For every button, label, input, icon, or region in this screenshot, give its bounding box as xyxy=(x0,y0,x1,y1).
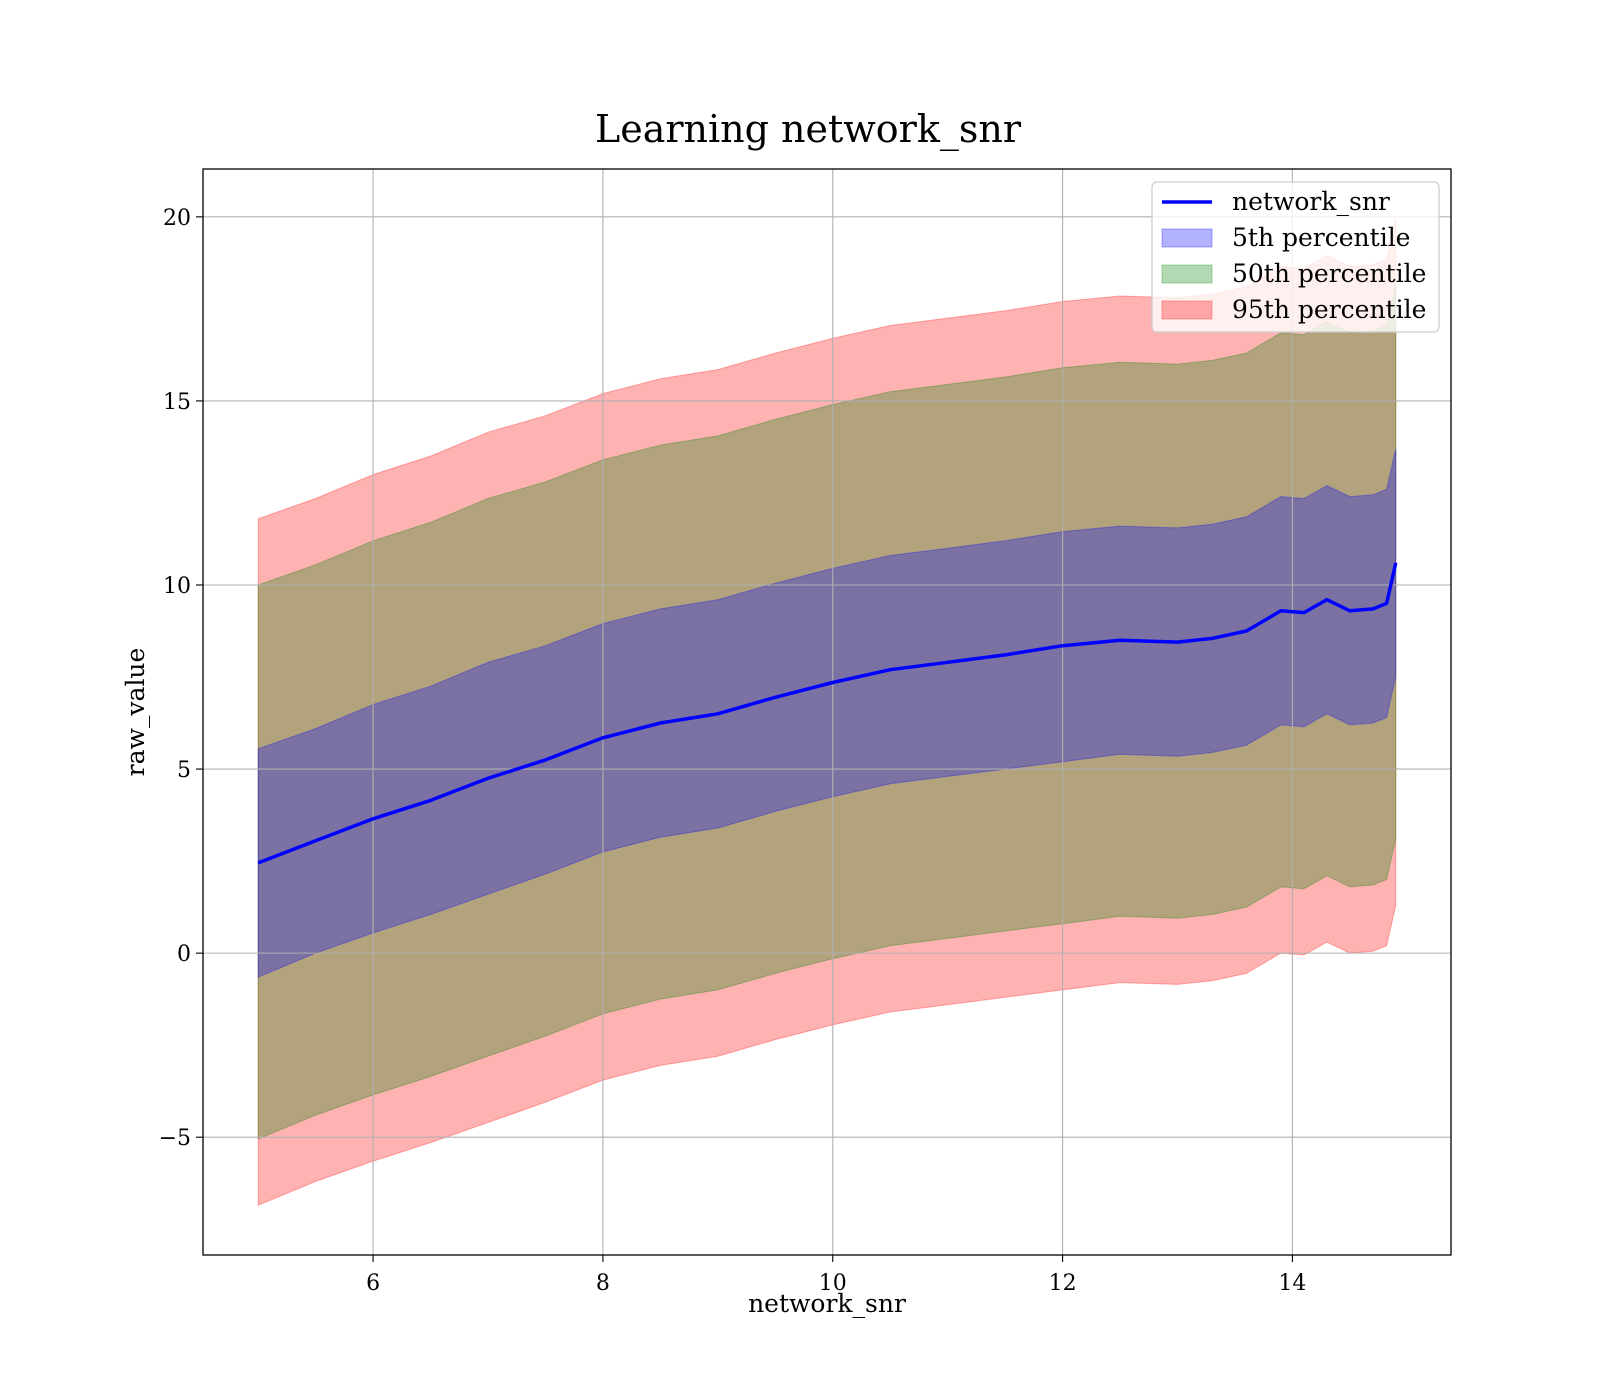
legend-swatch-95th-percentile xyxy=(1161,300,1213,320)
x-tick-label: 6 xyxy=(366,1271,380,1296)
band-5th-percentile xyxy=(257,448,1397,978)
legend-swatch-5th-percentile xyxy=(1161,228,1213,248)
legend-label-network-snr: network_snr xyxy=(1232,187,1390,216)
legend-label-50th-percentile: 50th percentile xyxy=(1232,259,1426,288)
y-tick-label: 5 xyxy=(177,758,191,783)
bands-layer xyxy=(257,218,1397,1207)
band-95th-percentile xyxy=(257,218,1397,1207)
y-tick-label: −5 xyxy=(159,1126,191,1151)
x-tick-label: 14 xyxy=(1278,1271,1306,1296)
ticks-layer: 6 8 10 12 14 −5 0 5 10 15 20 xyxy=(159,206,1307,1296)
legend-box xyxy=(1151,181,1440,333)
y-tick-label: 20 xyxy=(163,206,191,231)
legend-swatch-50th-percentile xyxy=(1161,264,1213,284)
legend: network_snr 5th percentile 50th percentile… xyxy=(1151,181,1440,333)
band-50th-percentile xyxy=(257,284,1397,1140)
x-tick-label: 12 xyxy=(1049,1271,1077,1296)
x-tick-label: 10 xyxy=(819,1271,847,1296)
y-tick-label: 15 xyxy=(163,390,191,415)
y-axis-label: raw_value xyxy=(121,648,150,777)
y-tick-label: 0 xyxy=(177,942,191,967)
line-layer xyxy=(257,562,1398,865)
series-line-network-snr xyxy=(257,562,1398,865)
y-tick-label: 10 xyxy=(163,574,191,599)
plot-area-frame xyxy=(202,168,1452,1256)
x-axis-label: network_snr xyxy=(748,1289,906,1318)
grid-layer xyxy=(203,169,1451,1255)
legend-label-5th-percentile: 5th percentile xyxy=(1232,223,1410,252)
legend-label-95th-percentile: 95th percentile xyxy=(1232,295,1426,324)
chart-title: Learning network_snr xyxy=(595,107,1022,152)
x-tick-label: 8 xyxy=(596,1271,610,1296)
